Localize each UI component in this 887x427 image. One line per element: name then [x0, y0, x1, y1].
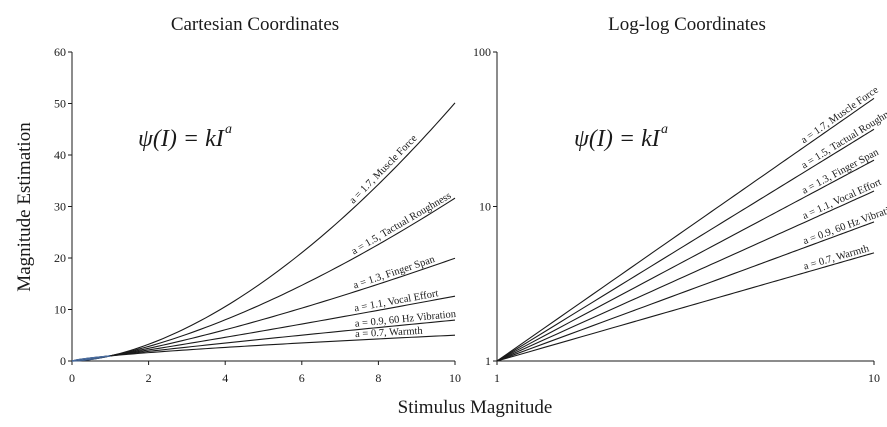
x-axis-title: Stimulus Magnitude	[398, 397, 553, 418]
cartesian-formula-main: ψ(I) = kI	[138, 126, 225, 152]
series-label-4: a = 1.1, Vocal Effort	[353, 288, 439, 314]
y-axis-title: Magnitude Estimation	[14, 122, 35, 292]
series-line-2	[71, 197, 456, 362]
y-tick-label: 0	[60, 354, 66, 368]
x-tick-label: 10	[449, 371, 461, 385]
y-tick-label: 40	[54, 148, 66, 162]
y-tick-label: 20	[54, 251, 66, 265]
cartesian-formula-sup: a	[225, 122, 232, 137]
series-line-6	[496, 252, 875, 362]
loglog-formula: ψ(I) = kI a	[574, 122, 668, 152]
x-tick-label: 2	[146, 371, 152, 385]
y-tick-label: 10	[479, 200, 491, 214]
series-label-6: a = 0.7, Warmth	[802, 243, 871, 272]
series-line-1	[496, 97, 875, 362]
series-line-3	[71, 257, 456, 362]
x-tick-label: 8	[375, 371, 381, 385]
series-label-1: a = 1.7, Muscle Force	[348, 133, 420, 206]
y-tick-label: 50	[54, 97, 66, 111]
series-low-segment-6	[71, 355, 111, 362]
x-tick-label: 1	[494, 371, 500, 385]
x-tick-label: 6	[299, 371, 305, 385]
y-tick-label: 60	[54, 45, 66, 59]
loglog-formula-main: ψ(I) = kI	[574, 126, 661, 152]
series-line-3	[496, 159, 875, 362]
series-label-6: a = 0.7, Warmth	[355, 326, 424, 340]
series-line-2	[496, 128, 875, 362]
y-tick-label: 30	[54, 200, 66, 214]
x-tick-label: 10	[868, 371, 880, 385]
series-line-5	[496, 221, 875, 362]
series-label-3: a = 1.3, Finger Span	[352, 254, 437, 292]
loglog-formula-sup: a	[661, 122, 668, 137]
y-tick-label: 10	[54, 303, 66, 317]
loglog-title: Log-log Coordinates	[608, 14, 766, 35]
y-tick-label: 100	[473, 45, 491, 59]
series-line-1	[71, 102, 456, 362]
x-tick-label: 0	[69, 371, 75, 385]
cartesian-panel: Cartesian Coordinates 0 2 4 6 8 10 0 10 20 30 40 50…	[54, 14, 461, 385]
series-line-4	[71, 295, 456, 362]
series-line-4	[496, 190, 875, 362]
cartesian-title: Cartesian Coordinates	[171, 14, 339, 35]
y-tick-label: 1	[485, 354, 491, 368]
x-tick-label: 4	[222, 371, 228, 385]
series-line-5	[71, 319, 456, 362]
series-label-2: a = 1.5, Tactual Roughness	[350, 190, 453, 257]
series-line-6	[71, 334, 456, 362]
cartesian-formula: ψ(I) = kI a	[138, 122, 232, 152]
